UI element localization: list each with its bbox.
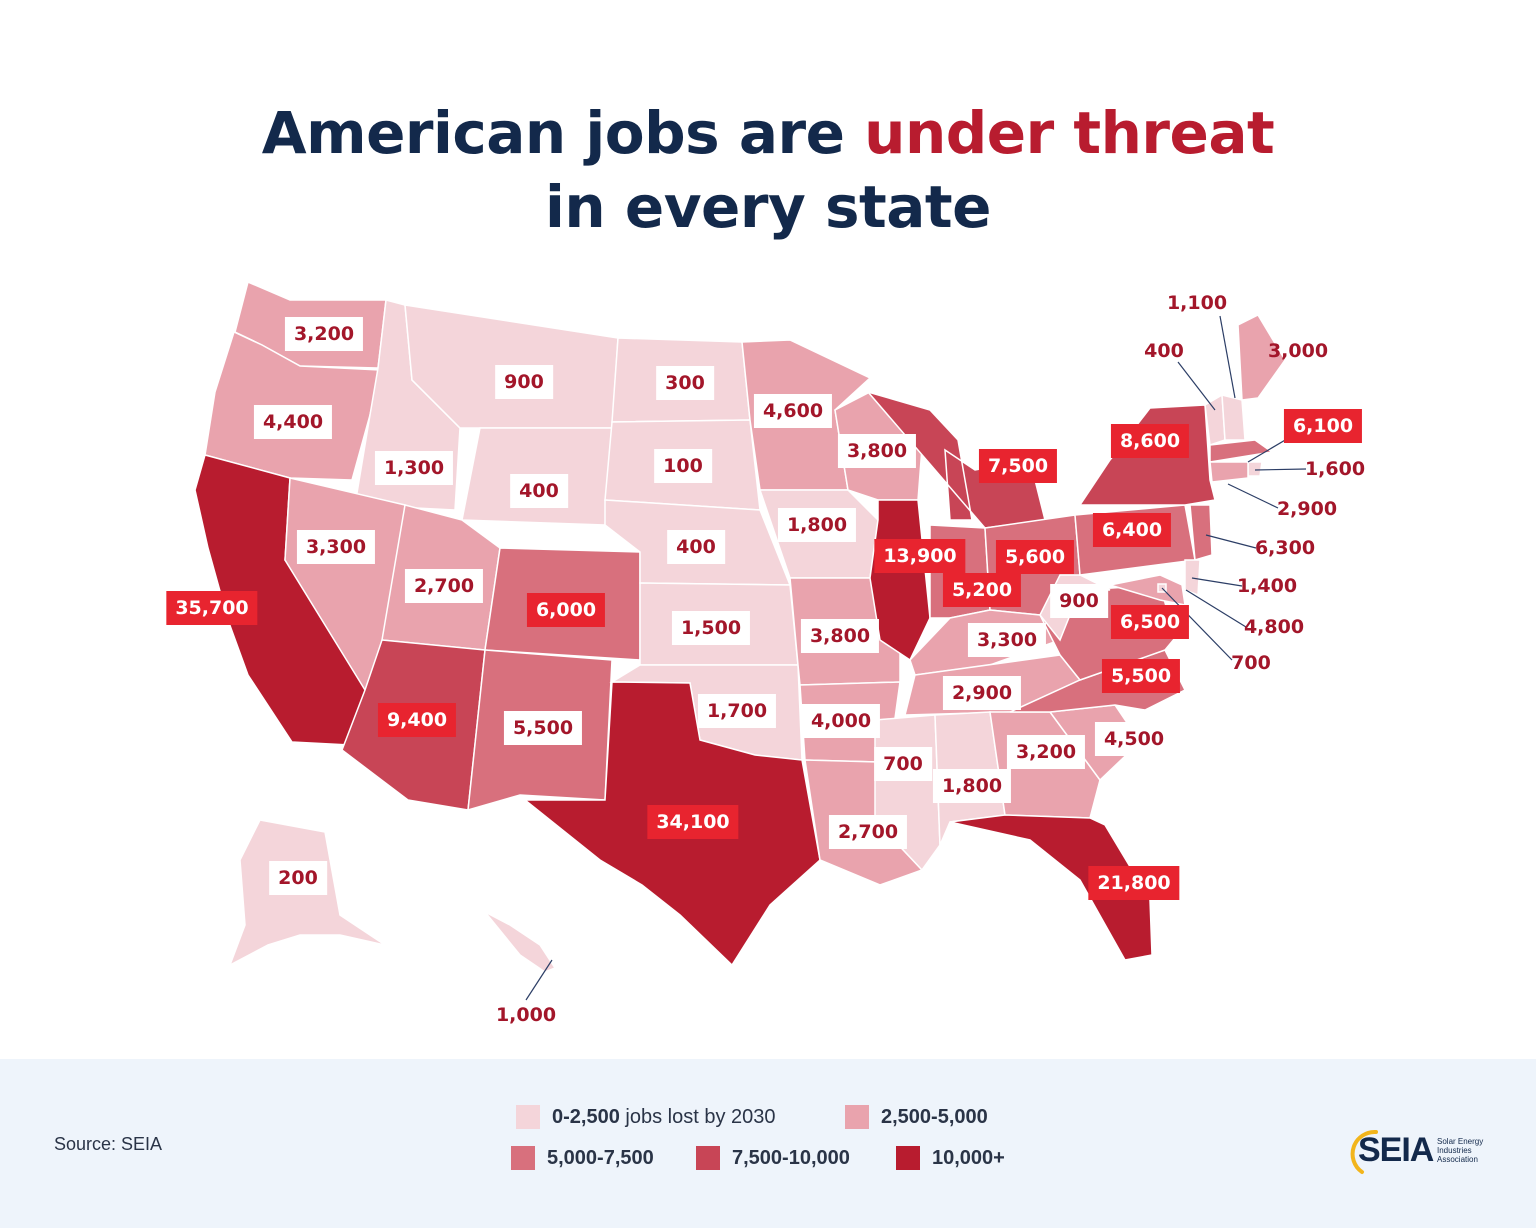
state-value-label: 5,600: [995, 540, 1075, 574]
state-value-label: 3,800: [800, 619, 880, 653]
state-value-label: 6,000: [526, 593, 606, 627]
leader-line: [525, 959, 553, 1001]
state-value-label: 1,800: [777, 508, 857, 542]
state-value-label: 4,000: [801, 704, 881, 738]
leader-line: [1227, 483, 1279, 509]
state-shape: [1109, 574, 1186, 606]
state-value-label: 4,500: [1094, 722, 1174, 756]
state-value-label: 700: [874, 747, 932, 781]
legend-swatch: [845, 1105, 869, 1129]
state-value-label: 3,800: [837, 434, 917, 468]
state-value-label: 5,200: [942, 573, 1022, 607]
leader-line: [1191, 577, 1243, 587]
state-value-label: 35,700: [166, 591, 258, 625]
state-value-label: 1,000: [495, 1004, 557, 1026]
legend-swatch: [511, 1146, 535, 1170]
state-value-label: 1,700: [697, 694, 777, 728]
leader-line: [1177, 361, 1216, 411]
state-value-label: 900: [495, 365, 553, 399]
state-value-label: 900: [1050, 584, 1108, 618]
title-highlight: under threat: [864, 99, 1275, 167]
state-value-label: 6,400: [1092, 513, 1172, 547]
legend-swatch: [696, 1146, 720, 1170]
logo-subtitle: Solar Energy Industries Association: [1437, 1137, 1484, 1164]
state-value-label: 400: [667, 530, 725, 564]
source-note: Source: SEIA: [54, 1134, 163, 1154]
state-shape: [1221, 394, 1246, 441]
state-value-label: 9,400: [377, 703, 457, 737]
state-value-label: 2,900: [1276, 498, 1338, 520]
leader-line: [1205, 534, 1257, 549]
logo-name: SEIA: [1358, 1131, 1434, 1169]
state-value-label: 2,700: [828, 815, 908, 849]
seia-logo-icon: [1350, 1129, 1378, 1174]
leader-line: [1161, 587, 1233, 661]
legend-label: 2,500-5,000: [881, 1105, 988, 1128]
state-value-label: 100: [654, 449, 712, 483]
state-value-label: 5,500: [503, 711, 583, 745]
state-value-label: 6,500: [1110, 605, 1190, 639]
state-value-label: 3,000: [1267, 340, 1329, 362]
title-line-2: in every state: [545, 173, 991, 241]
state-shape: [1247, 461, 1263, 477]
state-value-label: 7,500: [978, 449, 1058, 483]
state-value-label: 6,100: [1283, 409, 1363, 443]
state-value-label: 2,700: [404, 569, 484, 603]
legend-label: 5,000-7,500: [547, 1146, 654, 1169]
state-value-label: 1,100: [1166, 292, 1228, 314]
legend-label: 7,500-10,000: [732, 1146, 850, 1169]
legend-item: 5,000-7,500: [511, 1146, 654, 1170]
state-value-label: 2,900: [942, 676, 1022, 710]
leader-line: [1185, 589, 1247, 628]
state-shape: [484, 911, 557, 973]
state-value-label: 700: [1231, 652, 1271, 674]
state-value-label: 1,500: [671, 611, 751, 645]
page-title: American jobs are under threat in every …: [0, 96, 1536, 244]
leader-line: [1219, 315, 1236, 399]
legend-item: 0-2,500 jobs lost by 2030: [516, 1105, 776, 1129]
state-value-label: 4,800: [1243, 616, 1305, 638]
state-value-label: 300: [656, 366, 714, 400]
state-value-label: 21,800: [1088, 866, 1180, 900]
state-value-label: 3,200: [284, 317, 364, 351]
state-value-label: 13,900: [874, 539, 966, 573]
state-value-label: 1,400: [1236, 575, 1298, 597]
state-value-label: 1,800: [932, 769, 1012, 803]
state-value-label: 34,100: [647, 805, 739, 839]
state-shape: [1209, 439, 1274, 463]
state-value-label: 5,500: [1101, 659, 1181, 693]
state-value-label: 3,300: [967, 623, 1047, 657]
legend-label: 0-2,500 jobs lost by 2030: [552, 1105, 776, 1128]
state-shape: [949, 814, 1153, 961]
legend-swatch: [516, 1105, 540, 1129]
legend-item: 10,000+: [896, 1146, 1005, 1170]
state-value-label: 200: [269, 861, 327, 895]
legend-item: 2,500-5,000: [845, 1105, 988, 1129]
legend-item: 7,500-10,000: [696, 1146, 850, 1170]
state-value-label: 8,600: [1110, 424, 1190, 458]
state-value-label: 1,300: [374, 451, 454, 485]
state-value-label: 3,200: [1006, 735, 1086, 769]
state-value-label: 6,300: [1254, 537, 1316, 559]
state-value-label: 400: [510, 474, 568, 508]
state-shape: [1209, 461, 1249, 483]
leader-line: [1254, 468, 1307, 471]
state-shape: [1237, 314, 1286, 401]
title-line-1: American jobs are under threat: [261, 99, 1275, 167]
state-value-label: 1,600: [1304, 458, 1366, 480]
us-map: [194, 280, 1307, 1001]
state-value-label: 4,600: [753, 394, 833, 428]
legend-swatch: [896, 1146, 920, 1170]
state-shape: [1189, 504, 1213, 561]
state-value-label: 3,300: [296, 530, 376, 564]
legend-label: 10,000+: [932, 1146, 1005, 1169]
legend-footer: [0, 1059, 1536, 1228]
state-value-label: 400: [1144, 340, 1184, 362]
state-value-label: 4,400: [253, 405, 333, 439]
